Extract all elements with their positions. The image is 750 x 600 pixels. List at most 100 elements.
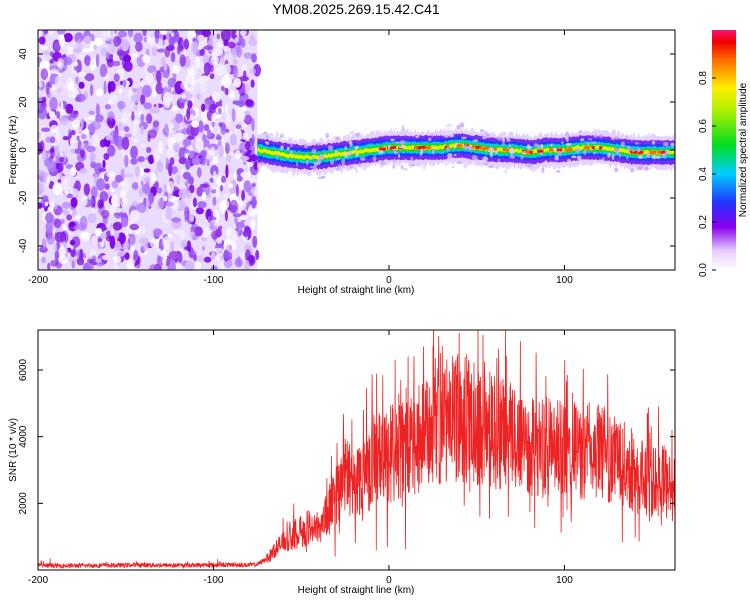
signal-speckle [292, 171, 295, 177]
spectrogram-x-label: Height of straight line (km) [298, 285, 415, 296]
signal-peak [568, 148, 573, 151]
noise-blob [223, 193, 230, 199]
noise-blob [156, 48, 165, 53]
noise-blob [191, 41, 199, 55]
signal-speckle [398, 145, 404, 149]
signal-speckle [303, 144, 309, 149]
noise-blob [71, 66, 75, 75]
signal-speckle [620, 141, 625, 147]
noise-blob [251, 53, 257, 63]
signal-speckle [637, 155, 644, 159]
noise-blob [250, 79, 255, 88]
noise-blob [77, 71, 87, 77]
noise-blob [187, 177, 194, 184]
signal-speckle [422, 165, 426, 170]
noise-blob [90, 57, 97, 71]
noise-blob [189, 150, 194, 159]
noise-blob [251, 195, 257, 209]
noise-blob [244, 83, 250, 93]
signal-speckle [540, 144, 544, 149]
signal-peak [425, 146, 432, 150]
noise-blob [40, 45, 48, 50]
noise-blob [80, 231, 90, 240]
noise-blob [199, 81, 208, 93]
signal-speckle [615, 148, 621, 155]
noise-blob [113, 134, 119, 146]
noise-blob [88, 110, 95, 116]
noise-blob [73, 48, 81, 53]
noise-blob [148, 264, 159, 270]
noise-blob [212, 196, 217, 206]
noise-blob [69, 222, 76, 227]
noise-blob [183, 38, 189, 50]
noise-blob [185, 158, 191, 170]
signal-speckle [656, 155, 661, 159]
noise-blob [45, 136, 52, 143]
noise-blob [77, 222, 87, 231]
noise-blob [40, 133, 47, 140]
noise-blob [50, 124, 59, 134]
signal-speckle [384, 132, 387, 137]
signal-speckle [456, 124, 461, 130]
noise-blob [177, 253, 182, 263]
noise-blob [129, 223, 140, 231]
colorbar-tick-label: 0.6 [698, 119, 709, 133]
signal-speckle [630, 167, 635, 173]
spectrogram-x-axis: -200 -100 0 100 [28, 30, 573, 286]
noise-blob [210, 251, 216, 260]
noise-blob [188, 184, 195, 194]
signal-speckle [443, 133, 450, 138]
noise-blob [198, 255, 205, 263]
noise-blob [94, 114, 104, 123]
signal-speckle [311, 148, 317, 154]
signal-speckle [575, 148, 580, 153]
noise-blob [156, 248, 162, 256]
noise-blob [116, 49, 125, 57]
signal-speckle [536, 144, 540, 150]
noise-blob [245, 98, 254, 107]
noise-blob [229, 90, 236, 99]
noise-blob [97, 237, 103, 243]
noise-blob [56, 111, 61, 119]
noise-blob [218, 145, 224, 158]
noise-blob [162, 235, 172, 249]
noise-blob [209, 73, 215, 80]
noise-blob [58, 34, 65, 48]
colorbar-tick-label: 0.2 [698, 215, 709, 229]
noise-blob [213, 222, 223, 227]
noise-blob [45, 82, 50, 95]
noise-blob [156, 198, 165, 210]
noise-blob [203, 124, 210, 132]
noise-blob [69, 239, 76, 246]
noise-blob [38, 30, 42, 38]
noise-blob [142, 242, 149, 252]
signal-speckle [637, 166, 643, 171]
noise-blob [101, 210, 110, 219]
noise-blob [164, 124, 169, 138]
noise-blob [225, 164, 229, 179]
signal-speckle [607, 152, 611, 158]
noise-blob [165, 45, 175, 51]
noise-blob [201, 191, 207, 201]
noise-blob [82, 48, 91, 53]
noise-blob [196, 186, 204, 197]
signal-speckle [431, 133, 434, 137]
noise-blob [79, 248, 84, 262]
signal-speckle [344, 146, 347, 150]
signal-speckle [286, 146, 290, 151]
noise-blob [153, 149, 161, 163]
noise-blob [253, 161, 258, 171]
signal-speckle [588, 138, 593, 141]
signal-speckle [611, 128, 616, 134]
noise-blob [191, 157, 201, 166]
noise-blob [181, 93, 186, 100]
noise-blob [199, 49, 205, 57]
noise-blob [80, 147, 85, 159]
signal-speckle [509, 155, 516, 159]
signal-speckle [335, 149, 338, 154]
noise-blob [213, 247, 224, 253]
noise-blob [67, 81, 75, 91]
noise-blob [55, 130, 61, 142]
noise-blob [228, 183, 233, 189]
